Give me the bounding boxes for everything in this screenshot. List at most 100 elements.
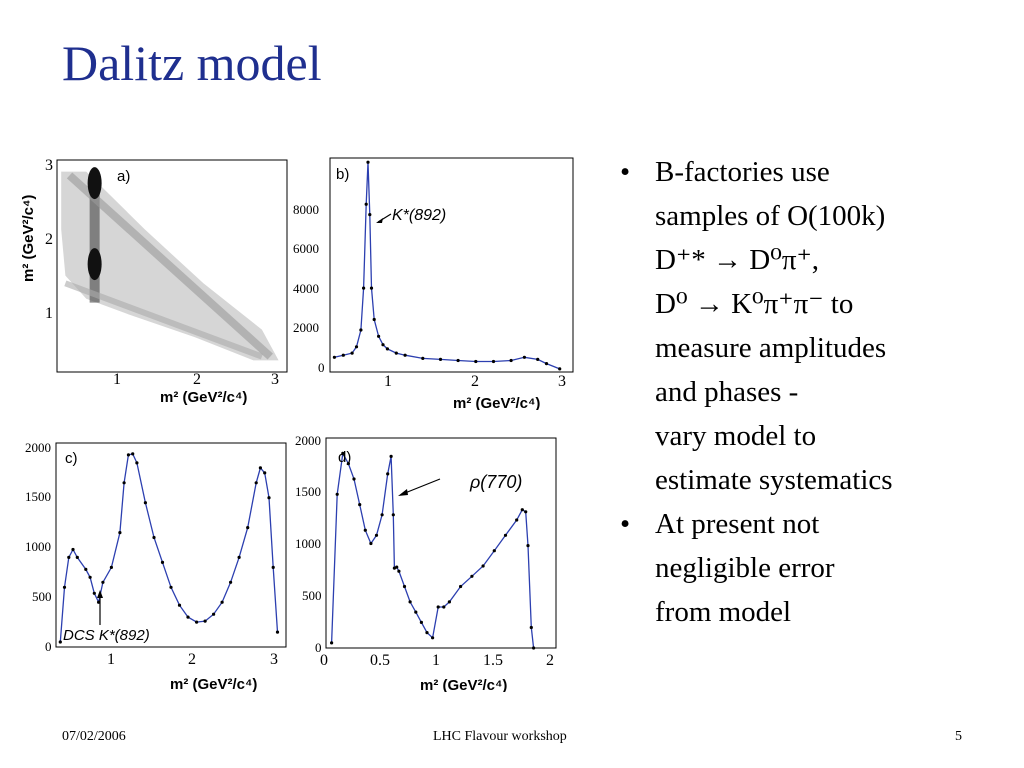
data-point bbox=[386, 472, 390, 476]
y-tick-label: 1000 bbox=[25, 539, 51, 554]
data-point bbox=[431, 636, 435, 640]
bullet-item: • At present not negligible error from mode… bbox=[620, 502, 1020, 634]
x-tick-label: 2 bbox=[471, 373, 479, 390]
data-point bbox=[135, 461, 139, 465]
data-point bbox=[332, 355, 336, 359]
data-point bbox=[503, 533, 508, 537]
data-point bbox=[520, 508, 524, 512]
panel-label: a) bbox=[117, 168, 130, 185]
data-point bbox=[229, 580, 233, 584]
data-point bbox=[118, 531, 122, 535]
fit-curve bbox=[330, 451, 536, 650]
bullet-line: negligible error bbox=[655, 552, 835, 584]
bullet-line: and phases - bbox=[655, 376, 799, 408]
data-point bbox=[195, 620, 199, 624]
data-point bbox=[267, 496, 271, 500]
data-point bbox=[368, 213, 372, 217]
data-point bbox=[397, 569, 401, 573]
bullet-line: D⁰ → K⁰π⁺π⁻ to bbox=[655, 288, 854, 320]
data-point bbox=[237, 555, 241, 559]
x-tick-label: 1 bbox=[384, 373, 392, 390]
data-point bbox=[394, 351, 398, 355]
y-tick-label: 4000 bbox=[293, 281, 319, 296]
data-point bbox=[212, 612, 216, 616]
data-point bbox=[421, 356, 425, 360]
data-point bbox=[438, 357, 443, 361]
panel-label: c) bbox=[65, 450, 78, 467]
annotation: DCS K*(892) bbox=[63, 627, 150, 644]
data-point bbox=[109, 565, 113, 569]
data-point bbox=[402, 584, 407, 589]
x-tick-label: 2 bbox=[193, 371, 201, 388]
y-axis-label: m² (GeV²/c⁴) bbox=[20, 195, 37, 282]
histogram-b: b) K*(892) 0 2000 4000 6000 8000 1 2 3 m… bbox=[293, 157, 574, 410]
fit-curve bbox=[58, 452, 280, 644]
footer-date: 07/02/2006 bbox=[62, 729, 126, 744]
data-point bbox=[84, 567, 88, 571]
data-point bbox=[419, 620, 423, 624]
x-tick-label: 3 bbox=[270, 651, 278, 668]
series-line bbox=[334, 162, 560, 370]
histogram-d: d) ρ(770) 0 500 1000 1500 2000 0 0.5 1 1… bbox=[295, 433, 557, 692]
data-point bbox=[335, 492, 339, 496]
data-point bbox=[366, 160, 370, 164]
y-tick-label: 1 bbox=[45, 305, 53, 322]
data-point bbox=[515, 518, 519, 522]
data-point bbox=[67, 555, 71, 559]
bullet-line: from model bbox=[655, 596, 792, 628]
data-point bbox=[374, 533, 379, 537]
data-point bbox=[436, 605, 440, 609]
data-point bbox=[414, 610, 418, 614]
data-point bbox=[481, 564, 485, 568]
data-point bbox=[459, 584, 463, 589]
data-point bbox=[126, 453, 130, 457]
annotation: ρ(770) bbox=[469, 472, 522, 492]
data-point bbox=[369, 541, 373, 546]
data-point bbox=[346, 462, 350, 466]
resonance-band bbox=[66, 172, 273, 360]
data-point bbox=[524, 510, 528, 514]
panel-label: b) bbox=[336, 166, 349, 183]
page-number: 5 bbox=[955, 729, 962, 744]
y-tick-label: 6000 bbox=[293, 241, 319, 256]
y-tick-label: 3 bbox=[45, 157, 53, 174]
data-point bbox=[359, 328, 363, 332]
data-point bbox=[364, 202, 368, 206]
bullet-dot: • bbox=[620, 508, 631, 540]
x-tick-label: 2 bbox=[546, 652, 554, 669]
data-point bbox=[385, 347, 389, 351]
bullet-line: estimate systematics bbox=[655, 464, 893, 496]
data-point bbox=[101, 580, 105, 584]
data-point bbox=[350, 351, 354, 355]
bullet-line: B-factories use bbox=[655, 156, 830, 188]
scatter-density bbox=[61, 167, 279, 361]
y-tick-label: 500 bbox=[302, 588, 322, 603]
data-point bbox=[246, 526, 250, 530]
density-hotspot bbox=[87, 167, 102, 200]
x-axis-label: m² (GeV²/c⁴) bbox=[170, 676, 257, 692]
x-tick-label: 1.5 bbox=[483, 652, 503, 669]
dalitz-scatter-plot: a) 1 2 3 1 2 3 m² (GeV²/c⁴) m² (GeV²/c⁴) bbox=[20, 157, 288, 406]
data-point bbox=[425, 631, 429, 635]
data-point bbox=[377, 334, 381, 338]
data-point bbox=[470, 574, 474, 578]
data-point bbox=[186, 615, 190, 619]
bullet-dot: • bbox=[620, 156, 631, 188]
density-hotspot bbox=[87, 248, 102, 281]
data-point bbox=[341, 353, 345, 357]
x-axis-label: m² (GeV²/c⁴) bbox=[420, 677, 507, 692]
data-point bbox=[131, 452, 135, 456]
data-point bbox=[92, 591, 96, 595]
data-point bbox=[263, 471, 267, 475]
panel-c: c) DCS K*(892) 0 500 1000 1500 2000 1 2 … bbox=[20, 437, 290, 692]
y-tick-label: 8000 bbox=[293, 202, 319, 217]
bullet-line: vary model to bbox=[655, 420, 817, 452]
data-point bbox=[254, 481, 258, 485]
data-point bbox=[354, 345, 359, 349]
y-tick-label: 1000 bbox=[295, 536, 321, 551]
data-point bbox=[544, 362, 549, 366]
arrow-head bbox=[398, 489, 408, 496]
page-title: Dalitz model bbox=[62, 35, 322, 91]
bullet-line: D⁺* → D⁰π⁺, bbox=[655, 244, 820, 276]
data-point bbox=[177, 603, 182, 607]
